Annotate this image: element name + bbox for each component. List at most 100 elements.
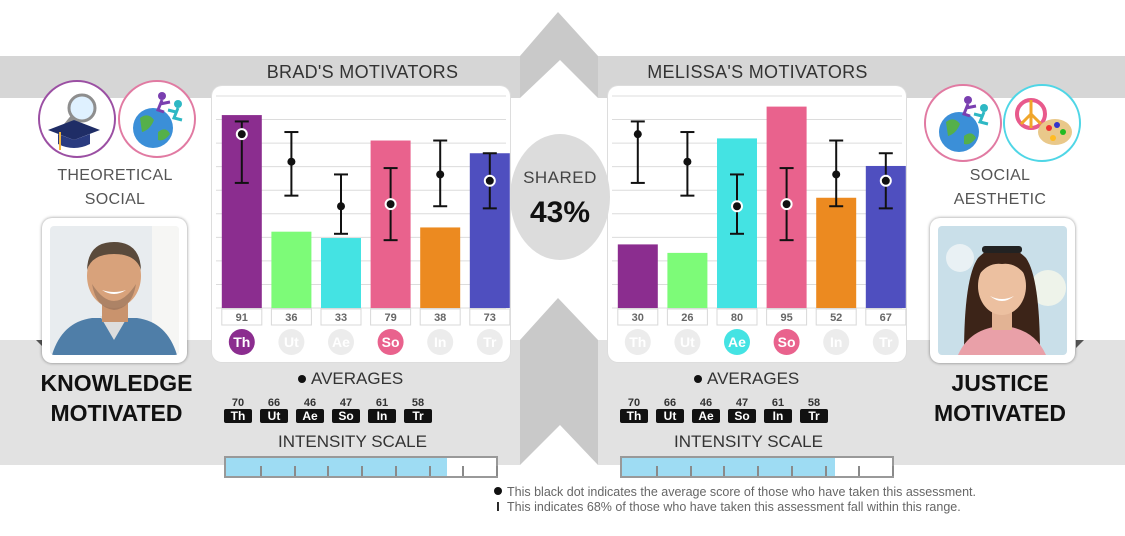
melissa-intensity-title: INTENSITY SCALE (674, 432, 823, 451)
score-ae: 33 (335, 312, 347, 324)
scale-tick (428, 466, 431, 476)
score-box (469, 308, 510, 326)
code-circle-th (228, 329, 255, 355)
average-dot (235, 128, 248, 141)
melissa-tags: SOCIAL AESTHETIC (905, 164, 1095, 212)
scale-tick (757, 466, 759, 476)
average-th: 70 Th (224, 398, 252, 423)
score-box (270, 308, 312, 326)
bar-ut (271, 231, 312, 308)
melissa-averages-label: AVERAGES (707, 369, 800, 388)
code-circle-ae (328, 329, 354, 355)
brad-averages-row: 70 Th 66 Ut 46 Ae 47 So 61 In 58 Tr (224, 398, 432, 423)
average-code: Ut (656, 409, 684, 423)
code-label-in: In (434, 334, 446, 350)
score-tr: 67 (880, 312, 892, 324)
range-bar-icon: I (496, 500, 500, 514)
scale-tick (790, 466, 793, 476)
brad-averages-title: AVERAGES (298, 369, 403, 389)
melissa-photo (930, 218, 1075, 363)
code-label-ut: Ut (680, 334, 695, 350)
scale-tick (462, 466, 465, 476)
scale-tick (858, 466, 861, 476)
scale-tick (824, 466, 827, 476)
brad-photo (42, 218, 187, 363)
scale-tick (892, 466, 894, 476)
note-dot: This black dot indicates the average sco… (494, 485, 976, 499)
note-range: I This indicates 68% of those who have ta… (494, 500, 960, 514)
code-circle-tr (872, 329, 899, 355)
melissa-chart: 30 Th 26 Ut 80 Ae 95 So 52 In 67 Tr (608, 86, 906, 362)
average-dot (337, 202, 345, 211)
code-label-so: So (778, 334, 796, 350)
melissa-averages-row: 70 Th 66 Ut 46 Ae 47 So 61 In 58 Tr (620, 398, 828, 423)
score-box (766, 308, 808, 326)
average-tr: 58 Tr (404, 398, 432, 423)
average-code: Ae (296, 409, 324, 423)
average-value: 70 (627, 397, 641, 409)
scale-tick (327, 466, 330, 476)
bar-in (420, 227, 461, 308)
code-label-th: Th (233, 334, 250, 350)
code-label-in: In (830, 334, 842, 350)
average-value: 58 (411, 397, 425, 409)
average-so: 47 So (332, 398, 360, 423)
code-circle-ut (674, 329, 701, 355)
average-code: So (332, 409, 360, 423)
average-tr: 58 Tr (800, 398, 828, 423)
melissa-chart-svg: 30 Th 26 Ut 80 Ae 95 So 52 In 67 Tr (612, 95, 906, 355)
average-in: 61 In (764, 398, 792, 423)
score-th: 30 (632, 312, 644, 324)
average-dot (633, 130, 642, 139)
globe-people-icon (924, 84, 1002, 162)
average-value: 70 (231, 397, 245, 409)
bar-in (816, 197, 857, 308)
code-label-tr: Tr (879, 334, 893, 350)
code-label-ut: Ut (284, 334, 299, 350)
melissa-intensity-fill (622, 458, 836, 476)
brad-intensity-fill (226, 458, 448, 476)
brad-chart-svg: 91 Th 36 Ut 33 Ae 79 So 38 In 73 Tr (216, 95, 510, 355)
average-value: 66 (663, 397, 677, 409)
code-label-ae: Ae (332, 334, 350, 350)
scale-tick (655, 466, 658, 476)
average-code: In (368, 409, 396, 423)
scale-tick (723, 466, 726, 476)
average-dot (384, 198, 397, 211)
code-circle-th (624, 329, 651, 355)
score-ut: 36 (285, 312, 297, 324)
average-dot (832, 170, 841, 179)
average-code: Ut (260, 409, 288, 423)
code-circle-so (377, 329, 404, 355)
brad-headline-line2: MOTIVATED (50, 400, 183, 426)
magnifier-graduation-icon (38, 80, 116, 158)
scale-tick (361, 466, 363, 476)
code-label-tr: Tr (483, 334, 497, 350)
average-value: 66 (267, 397, 281, 409)
melissa-intensity-scale (620, 456, 894, 478)
scale-tick (259, 466, 262, 476)
scale-tick (293, 466, 296, 476)
melissa-averages-title: AVERAGES (694, 369, 799, 389)
code-circle-so (773, 329, 800, 355)
code-label-so: So (382, 334, 400, 350)
melissa-tag-1: SOCIAL (969, 167, 1031, 184)
average-value: 47 (735, 397, 749, 409)
code-label-ae: Ae (728, 334, 746, 350)
brad-intensity-scale (224, 456, 498, 478)
brad-chart-title: BRAD'S MOTIVATORS (266, 62, 459, 82)
brad-headline: KNOWLEDGE MOTIVATED (14, 368, 219, 428)
score-box (666, 308, 708, 326)
score-box (617, 308, 659, 326)
score-box (865, 308, 906, 326)
melissa-headline-line2: MOTIVATED (933, 400, 1067, 426)
dot-icon (494, 487, 502, 495)
bar-th (617, 244, 658, 308)
average-value: 46 (303, 397, 317, 409)
score-tr: 73 (484, 312, 496, 324)
peace-palette-icon (1003, 84, 1081, 162)
average-ae: 46 Ae (692, 398, 720, 423)
average-dot (780, 198, 793, 211)
bar-ae (321, 238, 361, 308)
scale-tick (496, 466, 498, 476)
